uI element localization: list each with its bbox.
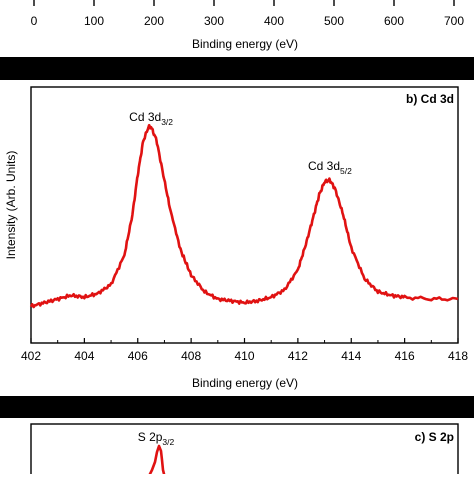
panel-a-x-tick-label: 500: [324, 14, 344, 28]
panel-c-plot-frame: [30, 423, 459, 479]
panel-a-x-axis-label: Binding energy (eV): [192, 37, 298, 51]
series-cd-3d-line: [29, 123, 459, 309]
peak-label-cd-3d52-main: Cd 3d: [308, 159, 340, 173]
panel-a-x-tick-label: 100: [84, 14, 104, 28]
panel-b-plot-frame: [30, 86, 459, 344]
panel-b-x-tick-label: 402: [21, 349, 41, 363]
peak-label-cd-3d32-main: Cd 3d: [129, 110, 161, 124]
panel-separator-band: [0, 57, 474, 80]
panel-c: c) S 2p S 2p3/2: [30, 423, 459, 479]
panel-b-x-tick-label: 404: [74, 349, 94, 363]
panel-b-x-tick-label: 418: [448, 349, 468, 363]
peak-label-cd-3d32-sub: 3/2: [161, 117, 173, 127]
panel-b: 402 404 406 408 410 412 414 416 418 b) Cd 3d Cd …: [4, 86, 468, 390]
panel-b-title: b) Cd 3d: [406, 92, 454, 106]
panel-b-y-axis-label: Intensity (Arb. Units): [4, 151, 18, 260]
panel-b-x-tick-label: 412: [288, 349, 308, 363]
peak-label-cd-3d52-sub: 5/2: [340, 166, 352, 176]
panel-b-x-tick-label: 416: [395, 349, 415, 363]
panel-b-x-tick-label: 414: [341, 349, 361, 363]
panel-b-x-tick-label: 406: [128, 349, 148, 363]
panel-a-x-tick-label: 600: [384, 14, 404, 28]
panel-a-x-tick-label: 400: [264, 14, 284, 28]
panel-c-title: c) S 2p: [415, 430, 454, 444]
panel-b-x-ticks: 402 404 406 408 410 412 414 416 418: [21, 338, 468, 363]
panel-a: 0 100 200 300 400 500 600 700 Binding energy (e…: [31, 0, 464, 51]
panel-a-x-tick-label: 300: [204, 14, 224, 28]
panel-b-x-axis-label: Binding energy (eV): [192, 376, 298, 390]
peak-label-s-2p32-main: S 2p: [138, 430, 163, 444]
panel-a-x-tick-label: 200: [144, 14, 164, 28]
panel-separator-band-2: [0, 396, 474, 418]
peak-label-cd-3d32: Cd 3d3/2: [129, 110, 173, 127]
panel-a-x-tick-label: 0: [31, 14, 38, 28]
panel-b-x-tick-label: 410: [234, 349, 254, 363]
panel-b-x-tick-label: 408: [181, 349, 201, 363]
panel-a-x-tick-label: 700: [444, 14, 464, 28]
panel-a-ticks: 0 100 200 300 400 500 600 700: [31, 0, 464, 28]
peak-label-s-2p32: S 2p3/2: [138, 430, 175, 447]
peak-label-cd-3d52: Cd 3d5/2: [308, 159, 352, 176]
series-s-2p-line: [146, 444, 167, 479]
peak-label-s-2p32-sub: 3/2: [162, 437, 174, 447]
